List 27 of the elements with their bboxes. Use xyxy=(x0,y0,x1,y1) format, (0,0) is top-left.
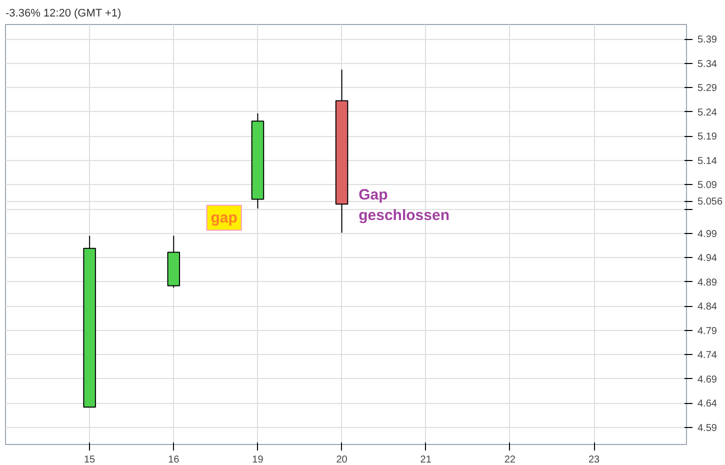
annotation: gap xyxy=(210,209,238,226)
y-tick-label: 4.94 xyxy=(698,253,718,264)
y-tick-label: 4.99 xyxy=(698,228,718,240)
x-tick-label: 21 xyxy=(420,454,432,465)
y-tick-label: 4.89 xyxy=(698,277,718,288)
chart-title: -3.36% 12:20 (GMT +1) xyxy=(6,8,122,20)
y-tick-label: 4.64 xyxy=(698,398,718,410)
y-tick-label: 5.14 xyxy=(698,156,718,167)
y-tick-label: 5.39 xyxy=(698,34,718,46)
x-tick-label: 15 xyxy=(84,454,96,465)
y-tick-label: 5.29 xyxy=(698,83,718,94)
y-tick-label: 5.19 xyxy=(698,132,718,143)
y-tick-label: 5.34 xyxy=(698,58,718,70)
x-tick-label: 16 xyxy=(168,454,180,465)
annotation: Gap geschlossen xyxy=(358,186,450,224)
y-tick-label: 4.59 xyxy=(698,423,718,434)
y-tick-label: 5.056 xyxy=(698,196,723,208)
y-tick-label: 4.74 xyxy=(698,350,718,362)
y-tick-label: 4.79 xyxy=(698,326,718,337)
y-tick-label: 4.84 xyxy=(698,302,718,313)
y-tick-label: 4.69 xyxy=(698,374,718,386)
x-tick-label: 20 xyxy=(336,454,348,465)
y-tick-label: 5.24 xyxy=(698,107,718,118)
x-tick-label: 23 xyxy=(588,454,600,465)
x-tick-label: 19 xyxy=(252,454,264,465)
x-tick-label: 22 xyxy=(504,454,516,465)
y-tick-label: 5.09 xyxy=(698,180,718,192)
